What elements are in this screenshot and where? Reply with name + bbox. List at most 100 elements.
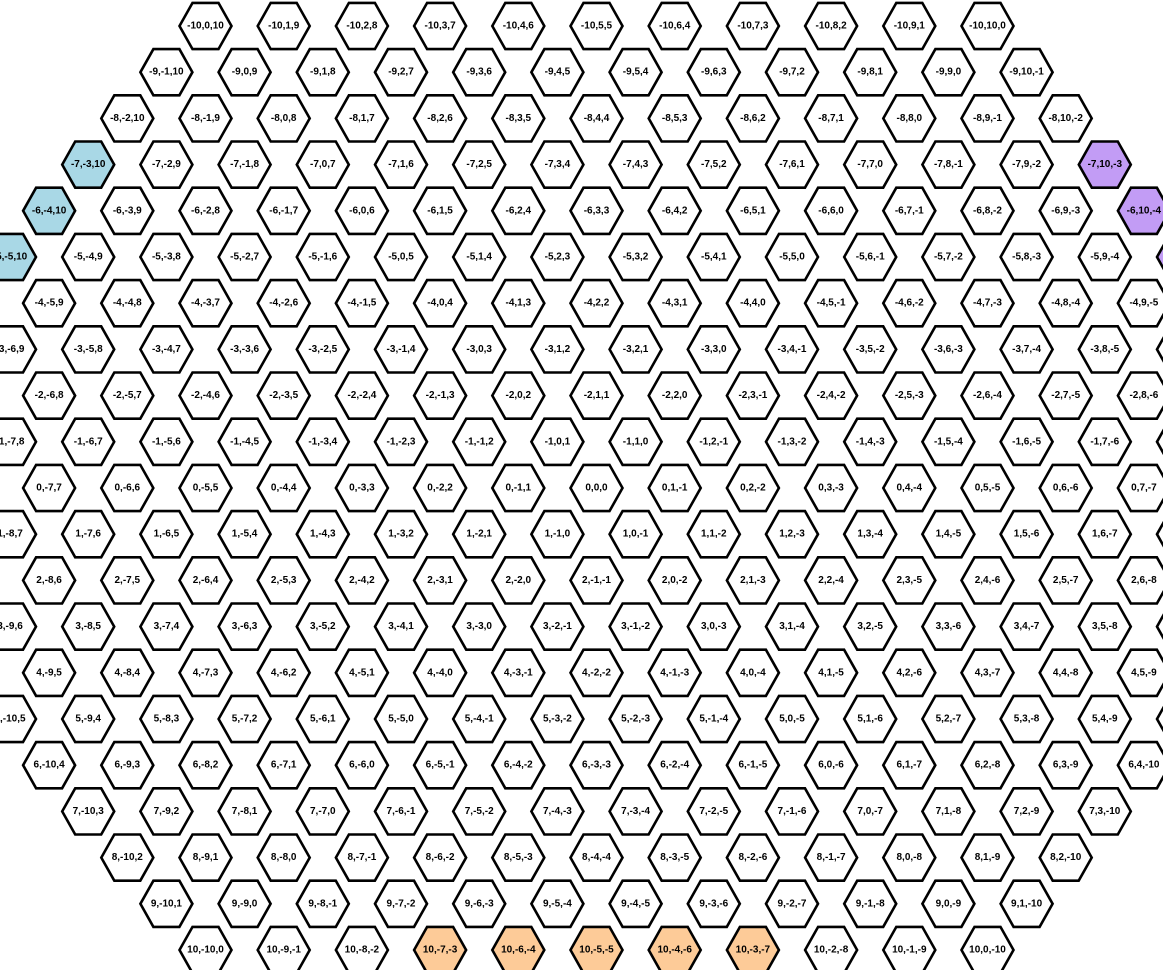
hex-cell[interactable]: 5,-1,-4 (686, 694, 742, 744)
hex-tile[interactable] (1116, 371, 1163, 421)
hex-cell[interactable]: -1,-4,5 (217, 417, 273, 467)
hex-tile[interactable] (21, 648, 77, 698)
hex-cell[interactable]: -7,7,0 (842, 140, 898, 189)
hex-cell[interactable]: 5,-2,-3 (608, 694, 664, 744)
hex-cell[interactable]: -6,4,2 (647, 186, 703, 236)
hex-tile[interactable] (451, 602, 507, 652)
hex-tile[interactable] (412, 278, 468, 328)
hex-tile-orange[interactable] (647, 925, 703, 970)
hex-tile[interactable] (256, 833, 312, 883)
hex-cell[interactable]: 9,-9,0 (217, 879, 273, 929)
hex-tile[interactable] (0, 509, 38, 559)
hex-tile[interactable] (764, 140, 820, 189)
hex-cell[interactable]: 7,0,-7 (842, 786, 898, 836)
hex-tile[interactable] (334, 278, 390, 328)
hex-tile[interactable] (412, 371, 468, 421)
hex-cell[interactable]: -1,1,0 (608, 417, 664, 467)
hex-tile[interactable] (334, 371, 390, 421)
hex-tile[interactable] (960, 1, 1015, 51)
hex-cell[interactable]: -4,5,-1 (803, 278, 859, 328)
hex-tile[interactable] (725, 740, 781, 790)
hex-tile[interactable] (334, 94, 390, 143)
hex-tile[interactable] (373, 417, 429, 467)
hex-cell[interactable]: 3,1,-4 (764, 602, 820, 652)
hex-tile[interactable] (803, 278, 859, 328)
hex-tile[interactable] (256, 278, 312, 328)
hex-cell[interactable]: 5,-3,-2 (529, 694, 585, 744)
hex-cell[interactable]: -8,1,7 (334, 94, 390, 143)
hex-cell[interactable]: 6,-8,2 (178, 740, 233, 790)
hex-tile[interactable] (529, 417, 585, 467)
hex-tile[interactable] (217, 694, 273, 744)
hex-cell[interactable]: 2,-6,4 (178, 555, 233, 605)
hex-tile[interactable] (138, 232, 194, 282)
hex-tile[interactable] (451, 879, 507, 929)
hex-cell[interactable]: -9,8,1 (842, 47, 898, 97)
hex-cell[interactable]: 6,-2,-4 (647, 740, 703, 790)
hex-cell[interactable]: 5,-5,0 (373, 694, 429, 744)
hex-cell[interactable]: 0,2,-2 (725, 463, 781, 513)
hex-cell[interactable]: 6,1,-7 (881, 740, 937, 790)
hex-tile[interactable] (999, 879, 1055, 929)
hex-cell[interactable]: 2,6,-8 (1116, 555, 1163, 605)
hex-cell[interactable]: -7,4,3 (608, 140, 664, 189)
hex-cell[interactable]: 5,5,-10 (1155, 696, 1163, 742)
hex-tile[interactable] (608, 47, 664, 97)
hex-cell[interactable]: 10,0,-10 (960, 925, 1015, 970)
hex-cell[interactable]: -5,8,-3 (999, 232, 1055, 282)
hex-tile[interactable] (764, 694, 820, 744)
hex-tile[interactable] (686, 786, 742, 836)
hex-tile[interactable] (529, 47, 585, 97)
hex-tile[interactable] (960, 555, 1015, 605)
hex-tile[interactable] (647, 371, 703, 421)
hex-cell[interactable]: -3,-2,5 (295, 324, 351, 374)
hex-tile[interactable] (881, 371, 937, 421)
hex-cell[interactable]: -3,6,-3 (920, 324, 976, 374)
hex-tile[interactable] (920, 602, 976, 652)
hex-tile[interactable] (178, 278, 233, 328)
hex-cell[interactable]: -4,2,2 (569, 278, 624, 328)
hex-cell[interactable]: -5,7,-2 (920, 232, 976, 282)
hex-cell[interactable]: 3,5,-8 (1077, 602, 1133, 652)
hex-cell[interactable]: 9,-8,-1 (295, 879, 351, 929)
hex-cell[interactable]: -5,-3,8 (138, 232, 194, 282)
hex-cell[interactable]: -6,10,-4 (1116, 186, 1163, 236)
hex-cell[interactable]: -6,3,3 (569, 186, 624, 236)
hex-cell[interactable]: -2,-6,8 (21, 371, 77, 421)
hex-tile[interactable] (842, 602, 898, 652)
hex-tile[interactable] (686, 47, 742, 97)
hex-tile[interactable] (725, 371, 781, 421)
hex-cell[interactable]: 6,-1,-5 (725, 740, 781, 790)
hex-tile[interactable] (178, 648, 233, 698)
hex-tile[interactable] (764, 232, 820, 282)
hex-tile[interactable] (138, 879, 194, 929)
hex-cell[interactable]: 3,-4,1 (373, 602, 429, 652)
hex-tile[interactable] (725, 278, 781, 328)
hex-cell[interactable]: 3,3,-6 (920, 602, 976, 652)
hex-tile[interactable] (99, 648, 155, 698)
hex-cell[interactable]: 10,-10,0 (178, 925, 233, 970)
hex-cell[interactable]: -10,10,0 (960, 1, 1015, 51)
hex-cell[interactable]: -1,7,-6 (1077, 417, 1133, 467)
hex-tile[interactable] (1077, 602, 1133, 652)
hex-tile[interactable] (334, 1, 390, 51)
hex-tile[interactable] (686, 509, 742, 559)
hex-tile[interactable] (178, 1, 233, 51)
hex-cell[interactable]: 8,-6,-2 (412, 833, 468, 883)
hex-cell[interactable]: 3,-9,6 (0, 602, 38, 652)
hex-cell[interactable]: -1,3,-2 (764, 417, 820, 467)
hex-tile[interactable] (217, 232, 273, 282)
hex-cell[interactable]: 0,-3,3 (334, 463, 390, 513)
hex-cell[interactable]: -5,4,1 (686, 232, 742, 282)
hex-tile[interactable] (373, 879, 429, 929)
hex-cell[interactable]: 2,1,-3 (725, 555, 781, 605)
hex-tile[interactable] (803, 555, 859, 605)
hex-cell[interactable]: 6,-5,-1 (412, 740, 468, 790)
hex-tile[interactable] (686, 602, 742, 652)
hex-tile[interactable] (490, 463, 546, 513)
hex-cell[interactable]: 9,-2,-7 (764, 879, 820, 929)
hex-cell[interactable]: -5,-5,10 (0, 232, 38, 282)
hex-tile[interactable] (881, 648, 937, 698)
hex-tile[interactable] (608, 140, 664, 189)
hex-tile[interactable] (960, 463, 1015, 513)
